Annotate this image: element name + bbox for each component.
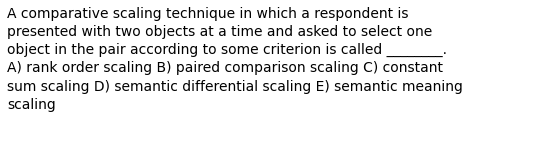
Text: A comparative scaling technique in which a respondent is
presented with two obje: A comparative scaling technique in which…	[7, 7, 463, 112]
